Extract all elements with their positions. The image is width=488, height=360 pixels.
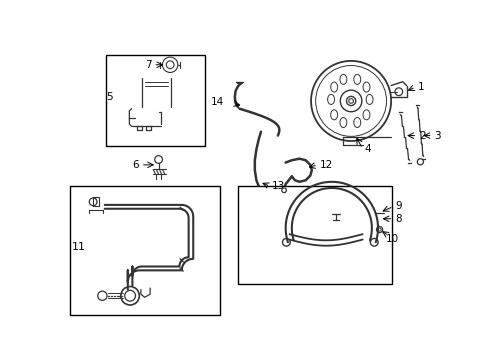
Text: 11: 11 <box>71 242 85 252</box>
Text: 8: 8 <box>394 214 401 224</box>
Text: 4: 4 <box>364 144 370 154</box>
Bar <box>106 55 204 145</box>
Text: 7: 7 <box>145 60 151 70</box>
Text: 13: 13 <box>271 181 285 192</box>
Bar <box>70 186 220 315</box>
Text: 9: 9 <box>394 202 401 211</box>
Text: 1: 1 <box>416 82 423 92</box>
Bar <box>238 186 391 284</box>
Text: 6: 6 <box>132 160 139 170</box>
Text: 14: 14 <box>210 97 224 107</box>
Text: 3: 3 <box>433 131 440 141</box>
Text: 5: 5 <box>106 92 113 102</box>
Text: 12: 12 <box>319 160 332 170</box>
Text: 10: 10 <box>385 234 398 244</box>
Text: 2: 2 <box>418 131 425 141</box>
